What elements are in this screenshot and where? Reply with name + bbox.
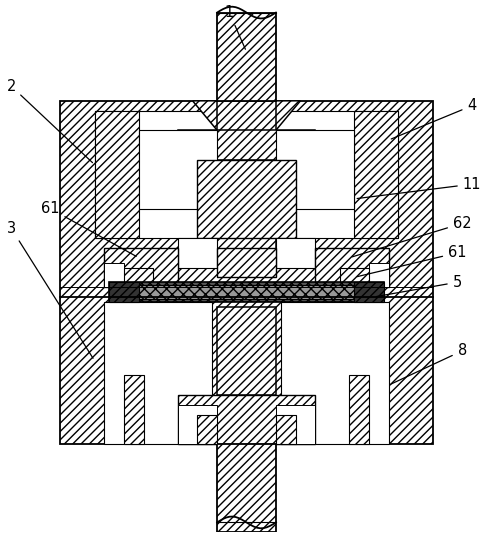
Bar — [139, 130, 217, 209]
Text: 2: 2 — [6, 79, 93, 163]
Bar — [178, 238, 217, 268]
Text: 11: 11 — [357, 177, 481, 198]
Text: 8: 8 — [391, 343, 467, 384]
Bar — [178, 405, 217, 444]
Bar — [178, 130, 315, 159]
Bar — [315, 248, 388, 287]
Bar — [198, 159, 295, 238]
Polygon shape — [109, 282, 139, 302]
Bar — [198, 415, 217, 444]
Bar — [95, 111, 139, 238]
Bar — [124, 268, 153, 287]
Bar — [369, 263, 388, 287]
Bar — [281, 302, 388, 444]
Bar — [217, 13, 276, 101]
Bar — [95, 111, 398, 238]
Text: 5: 5 — [377, 274, 462, 296]
Bar — [340, 268, 369, 287]
Bar — [276, 405, 315, 444]
Bar — [350, 376, 369, 444]
Bar — [217, 101, 276, 268]
Polygon shape — [354, 282, 384, 302]
Bar — [60, 101, 433, 444]
Bar — [105, 248, 178, 287]
Bar — [178, 395, 315, 444]
Bar — [276, 415, 295, 444]
Bar — [217, 444, 276, 532]
Bar — [105, 302, 212, 444]
Polygon shape — [193, 101, 300, 130]
Text: 61: 61 — [357, 245, 466, 277]
Bar — [109, 282, 384, 302]
Bar — [354, 111, 398, 238]
Bar — [105, 263, 124, 287]
Bar — [276, 130, 354, 209]
Bar — [129, 285, 364, 300]
Bar — [217, 248, 276, 277]
Text: 62: 62 — [352, 216, 471, 257]
Bar — [217, 307, 276, 395]
Text: 3: 3 — [6, 221, 93, 358]
Text: 1: 1 — [225, 5, 246, 49]
Text: 61: 61 — [41, 201, 136, 256]
Bar — [276, 238, 315, 268]
Text: 4: 4 — [391, 98, 477, 139]
Bar — [124, 376, 143, 444]
